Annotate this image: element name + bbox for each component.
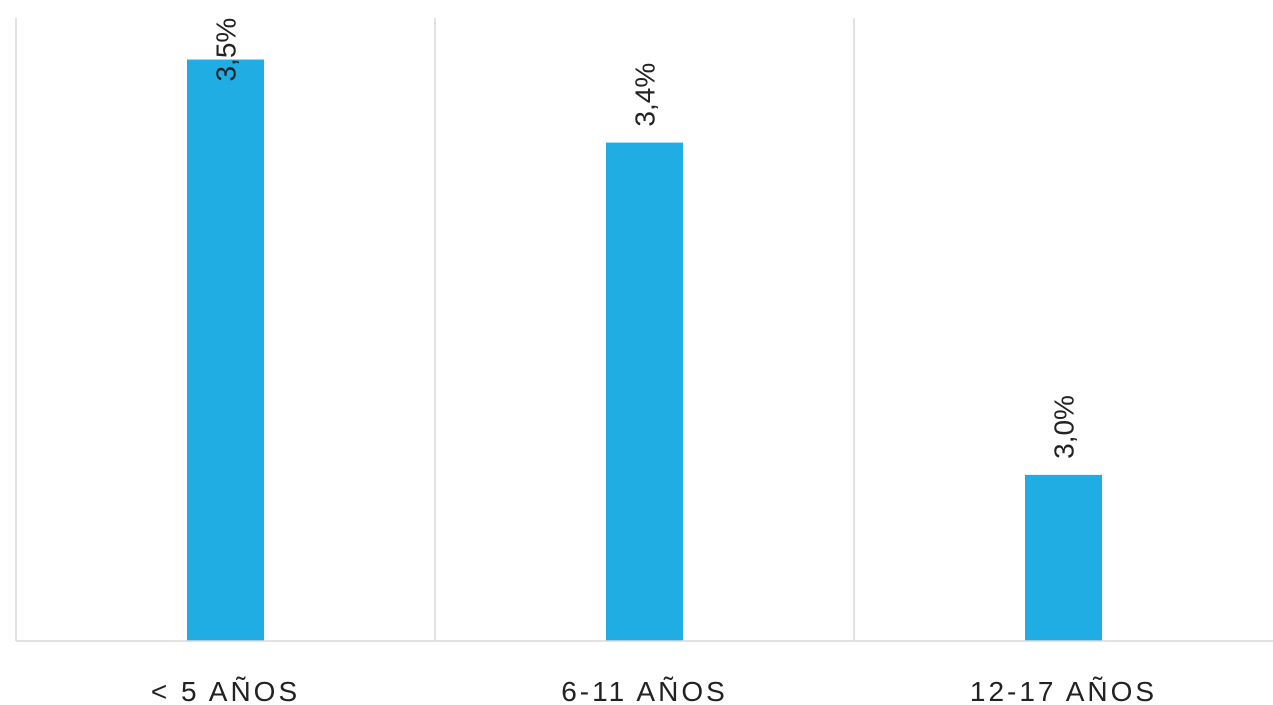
bar-2 bbox=[1025, 474, 1102, 641]
data-label-2: 3,0% bbox=[1049, 395, 1080, 459]
data-labels: 3,5% 3,4% 3,0% bbox=[211, 18, 1080, 459]
category-label-2: 12-17 AÑOS bbox=[970, 676, 1157, 705]
bar-0 bbox=[187, 59, 264, 642]
category-label-0: < 5 AÑOS bbox=[151, 676, 300, 705]
category-label-1: 6-11 AÑOS bbox=[561, 676, 728, 705]
bars bbox=[187, 59, 1102, 642]
data-label-1: 3,4% bbox=[630, 63, 661, 127]
category-labels: < 5 AÑOS 6-11 AÑOS 12-17 AÑOS bbox=[151, 676, 1157, 705]
category-separators bbox=[15, 18, 855, 641]
bar-1 bbox=[606, 142, 683, 641]
data-label-0: 3,5% bbox=[211, 18, 242, 82]
